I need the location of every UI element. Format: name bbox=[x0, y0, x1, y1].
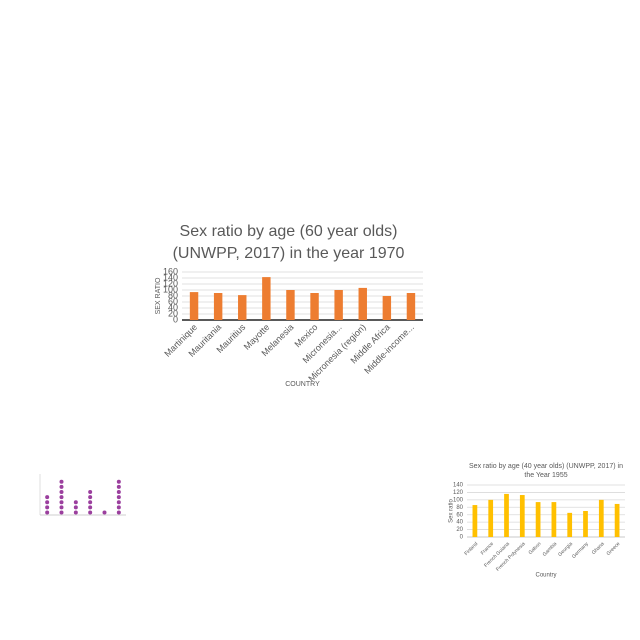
y-tick-label: 40 bbox=[456, 520, 463, 526]
dot bbox=[116, 484, 121, 489]
y-tick-label: 60 bbox=[456, 512, 463, 518]
dot-stack bbox=[45, 495, 50, 515]
bar bbox=[551, 502, 557, 537]
dot bbox=[88, 505, 93, 510]
dot-stack bbox=[73, 500, 78, 515]
bar bbox=[504, 493, 509, 537]
dot bbox=[73, 500, 78, 505]
x-tick-label: Greece bbox=[606, 541, 622, 557]
bar bbox=[238, 295, 247, 320]
bar bbox=[488, 499, 494, 537]
y-axis-title: Sex ratio bbox=[449, 499, 455, 523]
bar bbox=[519, 495, 525, 537]
chart-title: Sex ratio by age (60 year olds) bbox=[180, 223, 398, 240]
dot bbox=[88, 495, 93, 500]
y-axis-title: SEX RATIO bbox=[155, 277, 162, 314]
dot bbox=[116, 479, 121, 484]
y-tick-label: 80 bbox=[168, 290, 178, 300]
x-axis-title: Country bbox=[535, 573, 556, 579]
bar bbox=[614, 503, 620, 537]
bar bbox=[262, 277, 271, 320]
dot bbox=[116, 489, 121, 494]
bar bbox=[583, 511, 588, 537]
y-tick-label: 160 bbox=[163, 266, 178, 276]
y-tick-label: 140 bbox=[453, 483, 464, 489]
dot bbox=[116, 500, 121, 505]
bar bbox=[567, 512, 573, 537]
bar bbox=[406, 293, 416, 320]
dot bbox=[88, 510, 93, 515]
dot bbox=[45, 505, 50, 510]
y-tick-label: 0 bbox=[173, 314, 178, 324]
y-tick-label: 100 bbox=[453, 497, 464, 503]
dot bbox=[59, 484, 64, 489]
y-tick-label: 140 bbox=[163, 272, 178, 282]
dot bbox=[59, 510, 64, 515]
bar bbox=[535, 502, 541, 537]
dot-stack bbox=[116, 479, 121, 515]
dot-stack bbox=[102, 510, 107, 515]
dot-stack bbox=[59, 479, 64, 515]
bar bbox=[334, 290, 343, 320]
dot bbox=[116, 495, 121, 500]
y-tick-label: 60 bbox=[168, 296, 178, 306]
bar bbox=[598, 499, 604, 537]
x-tick-label: French Polynesia bbox=[495, 541, 527, 573]
x-tick-label: Ghana bbox=[591, 541, 606, 556]
y-tick-label: 20 bbox=[168, 308, 178, 318]
dot bbox=[88, 489, 93, 494]
x-axis-title: COUNTRY bbox=[285, 381, 320, 388]
dot bbox=[88, 500, 93, 505]
y-tick-label: 0 bbox=[460, 535, 464, 541]
dot bbox=[102, 510, 107, 515]
chart-title: (UNWPP, 2017) in the year 1970 bbox=[173, 245, 405, 262]
dot bbox=[59, 500, 64, 505]
y-tick-label: 120 bbox=[163, 278, 178, 288]
chart: Sex ratio by age (60 year olds) (UNWPP, 2… bbox=[155, 223, 423, 388]
dot bbox=[59, 479, 64, 484]
dot bbox=[45, 495, 50, 500]
y-tick-label: 100 bbox=[163, 284, 178, 294]
dot bbox=[73, 505, 78, 510]
dot bbox=[59, 495, 64, 500]
y-tick-label: 20 bbox=[456, 527, 463, 533]
x-tick-label: Germany bbox=[571, 541, 590, 560]
bar bbox=[472, 505, 478, 537]
bar bbox=[286, 290, 295, 320]
dot bbox=[116, 510, 121, 515]
x-tick-label: Finland bbox=[463, 541, 479, 557]
x-tick-label: Gambia bbox=[542, 541, 559, 558]
y-tick-label: 40 bbox=[168, 302, 178, 312]
dot bbox=[45, 510, 50, 515]
bar bbox=[310, 293, 319, 320]
bar bbox=[213, 293, 223, 320]
dot bbox=[73, 510, 78, 515]
chart-title: the Year 1955 bbox=[524, 472, 567, 479]
chart-title: Sex ratio by age (40 year olds) (UNWPP, … bbox=[469, 463, 623, 470]
dot bbox=[59, 489, 64, 494]
bar bbox=[358, 287, 367, 320]
x-tick-label: Gabon bbox=[528, 541, 543, 556]
dot bbox=[59, 505, 64, 510]
dot bbox=[116, 505, 121, 510]
y-tick-label: 80 bbox=[456, 505, 463, 511]
bar bbox=[382, 296, 392, 320]
y-tick-label: 120 bbox=[453, 490, 464, 496]
dot-stack bbox=[88, 489, 93, 515]
chart: Sex ratio by age (40 year olds) (UNWPP, … bbox=[449, 463, 625, 579]
dot bbox=[45, 500, 50, 505]
bar bbox=[189, 292, 199, 320]
chart bbox=[39, 474, 126, 516]
